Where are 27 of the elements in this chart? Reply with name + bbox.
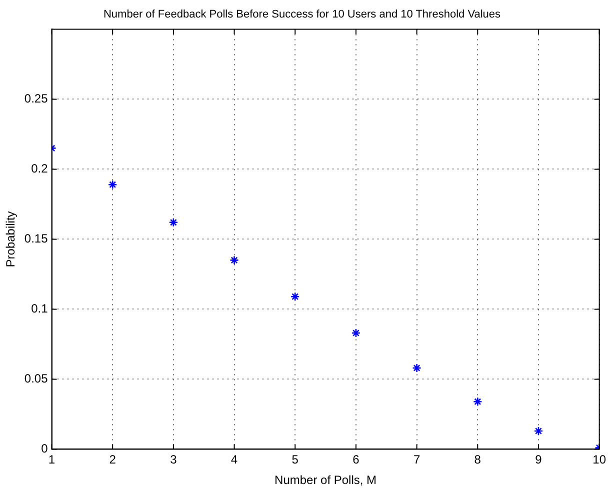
x-tick-label: 6 — [352, 452, 360, 467]
point — [108, 180, 118, 190]
x-tick-label: 10 — [592, 452, 606, 467]
point — [534, 426, 544, 436]
point — [351, 328, 361, 338]
y-tick-label: 0.15 — [24, 232, 48, 246]
y-tick-label: 0.1 — [31, 302, 48, 316]
x-tick-label: 8 — [474, 452, 482, 467]
x-axis-title: Number of Polls, M — [274, 473, 377, 488]
y-tick-label: 0.25 — [24, 92, 48, 106]
point — [230, 256, 239, 265]
point — [168, 218, 178, 228]
point — [472, 396, 482, 406]
y-axis-title: Probability — [4, 211, 18, 268]
y-tick-label: 0.2 — [31, 162, 48, 176]
point — [290, 292, 300, 302]
x-tick-label: 9 — [535, 452, 542, 467]
x-tick-label: 4 — [230, 452, 238, 467]
y-tick-label: 0.05 — [24, 372, 48, 386]
y-tick-label: 0 — [41, 442, 48, 456]
x-tick-label: 7 — [413, 452, 420, 467]
x-tick-label: 1 — [48, 452, 56, 467]
chart-title: Number of Feedback Polls Before Success for 10 Users and 10 Threshold Values — [103, 8, 502, 21]
x-tick-label: 3 — [170, 452, 178, 467]
x-tick-label: 5 — [292, 452, 299, 467]
point — [412, 363, 422, 373]
x-tick-label: 2 — [109, 452, 116, 467]
